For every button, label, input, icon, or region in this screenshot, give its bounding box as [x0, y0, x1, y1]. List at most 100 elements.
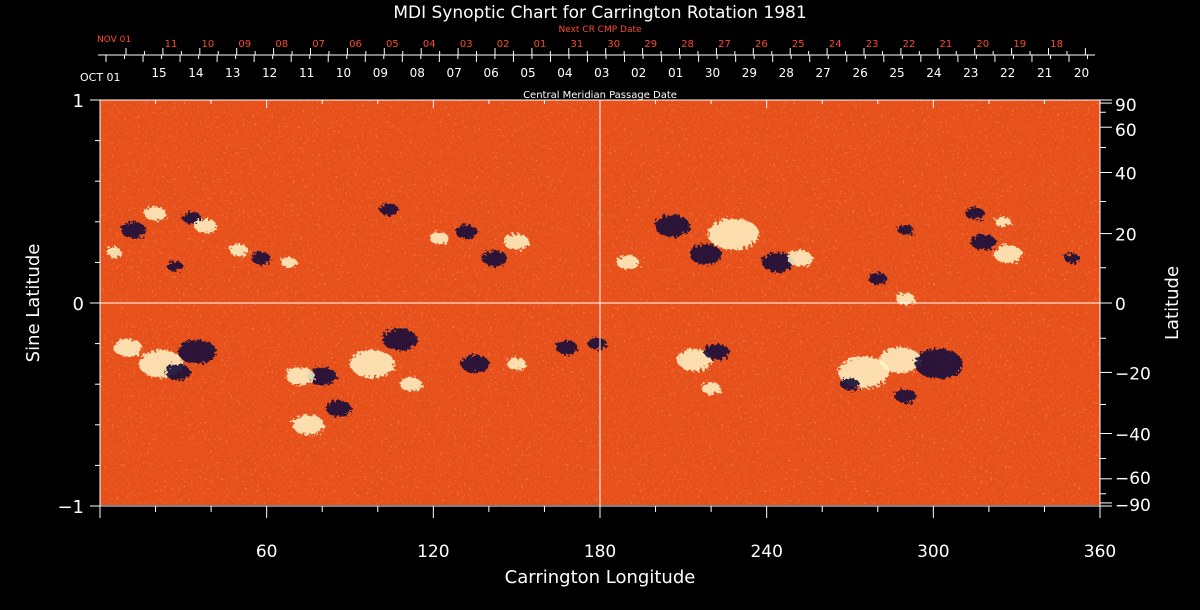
cmp-start-label: OCT 01: [80, 71, 121, 84]
cmp-date-label: 05: [520, 66, 535, 80]
active-region-negative: [120, 221, 147, 238]
cmp-axis-title: Central Meridian Passage Date: [523, 90, 677, 101]
active-region-negative: [251, 252, 271, 265]
next-cmp-date-label: 27: [718, 39, 731, 50]
next-cmp-date-label: 05: [386, 39, 399, 50]
cmp-date-label: 14: [188, 66, 203, 80]
active-region-negative: [178, 339, 217, 364]
next-cmp-date-label: 29: [644, 39, 657, 50]
active-region-negative: [689, 244, 722, 265]
y-left-tick-label: −1: [57, 497, 84, 518]
next-cmp-date-label: 24: [829, 39, 842, 50]
cmp-date-label: 12: [262, 66, 277, 80]
active-region-negative: [914, 348, 963, 379]
cmp-date-label: 29: [742, 66, 757, 80]
active-region-negative: [379, 203, 399, 216]
next-cmp-date-label: 04: [423, 39, 436, 50]
active-region-positive: [399, 377, 423, 392]
y-right-tick-label: −20: [1115, 364, 1151, 384]
active-region-negative: [164, 364, 191, 381]
active-region-positive: [429, 232, 449, 245]
active-region-positive: [707, 217, 759, 250]
active-regions: [105, 203, 1081, 435]
active-region-positive: [993, 245, 1023, 264]
x-tick-label: 240: [750, 542, 782, 562]
next-cmp-date-label: 02: [497, 39, 510, 50]
cmp-date-axis: 15 14 13 12 11 10 09 08 07 06 05 04 03 02 01 30 29 28 27 26…: [98, 54, 1095, 80]
cmp-date-label: 09: [373, 66, 388, 80]
next-cmp-date-label: 01: [534, 39, 547, 50]
active-region-positive: [280, 257, 297, 268]
active-region-negative: [455, 224, 478, 239]
next-cmp-date-label: 18: [1050, 39, 1063, 50]
chart-title: MDI Synoptic Chart for Carrington Rotati…: [393, 3, 806, 23]
cmp-date-label: 25: [889, 66, 904, 80]
y-right-tick-label: 60: [1115, 121, 1137, 141]
y-right-tick-label: −90: [1115, 496, 1151, 516]
active-region-positive: [676, 348, 713, 371]
next-cmp-date-label: 09: [238, 39, 251, 50]
next-cmp-date-label: 20: [976, 39, 989, 50]
cmp-date-label: 20: [1074, 66, 1089, 80]
cmp-date-label: 23: [963, 66, 978, 80]
active-region-negative: [167, 261, 183, 272]
active-region-negative: [965, 207, 985, 220]
y-right-tick-label: −60: [1115, 469, 1151, 489]
cmp-date-label: 21: [1037, 66, 1052, 80]
next-cmp-date-label: 23: [866, 39, 879, 50]
next-cmp-axis-title: Next CR CMP Date: [558, 25, 642, 35]
y-axis-left: 1 0 −1: [57, 91, 100, 518]
active-region-negative: [307, 367, 337, 386]
active-region-positive: [229, 244, 249, 257]
active-region-positive: [787, 250, 813, 267]
active-region-positive: [616, 255, 639, 270]
active-region-negative: [703, 343, 730, 360]
cmp-date-label: 06: [483, 66, 498, 80]
next-cmp-date-label: 19: [1013, 39, 1026, 50]
active-region-negative: [587, 337, 607, 350]
active-region-negative: [481, 250, 508, 267]
active-region-positive: [507, 357, 527, 370]
cmp-date-label: 10: [336, 66, 351, 80]
x-axis: 60 120 180 240 300 360: [99, 100, 1116, 562]
cmp-date-label: 26: [852, 66, 867, 80]
cmp-date-label: 03: [594, 66, 609, 80]
cmp-date-label: 22: [1000, 66, 1015, 80]
next-cmp-date-label: 08: [275, 39, 288, 50]
next-cmp-date-label: 06: [349, 39, 362, 50]
active-region-negative: [1064, 253, 1081, 264]
x-tick-label: 180: [584, 542, 616, 562]
active-region-negative: [182, 211, 202, 224]
cmp-date-label: 27: [816, 66, 831, 80]
next-cmp-date-label: 07: [312, 39, 325, 50]
next-cmp-date-axis: 11 10 09 08 07 06 05 04 03 02 01 31 30 29 28 27 26 25 24 23…: [125, 39, 1086, 55]
x-axis-title: Carrington Longitude: [505, 567, 696, 588]
y-left-tick-label: 0: [73, 294, 84, 315]
active-region-negative: [460, 354, 490, 373]
active-region-positive: [285, 367, 315, 386]
cmp-date-label: 30: [705, 66, 720, 80]
active-region-negative: [840, 378, 860, 391]
y-axis-left-title: Sine Latitude: [23, 244, 44, 363]
active-region-negative: [897, 224, 914, 235]
y-right-tick-label: 0: [1115, 295, 1126, 315]
next-cmp-date-label: 22: [903, 39, 916, 50]
active-region-positive: [113, 338, 143, 357]
active-region-negative: [555, 340, 578, 355]
active-region-negative: [654, 214, 690, 237]
active-region-positive: [994, 216, 1011, 227]
cmp-date-label: 04: [557, 66, 572, 80]
active-region-positive: [194, 218, 217, 233]
active-region-positive: [895, 292, 916, 305]
next-start-label: NOV 01: [97, 35, 131, 45]
next-cmp-date-label: 03: [460, 39, 473, 50]
active-region-positive: [503, 234, 530, 251]
cmp-date-label: 28: [779, 66, 794, 80]
cmp-date-label: 07: [447, 66, 462, 80]
next-cmp-date-label: 25: [792, 39, 805, 50]
cmp-date-label: 11: [299, 66, 314, 80]
y-right-tick-label: 90: [1115, 96, 1137, 116]
y-right-tick-label: −40: [1115, 425, 1151, 445]
active-region-negative: [382, 328, 418, 351]
